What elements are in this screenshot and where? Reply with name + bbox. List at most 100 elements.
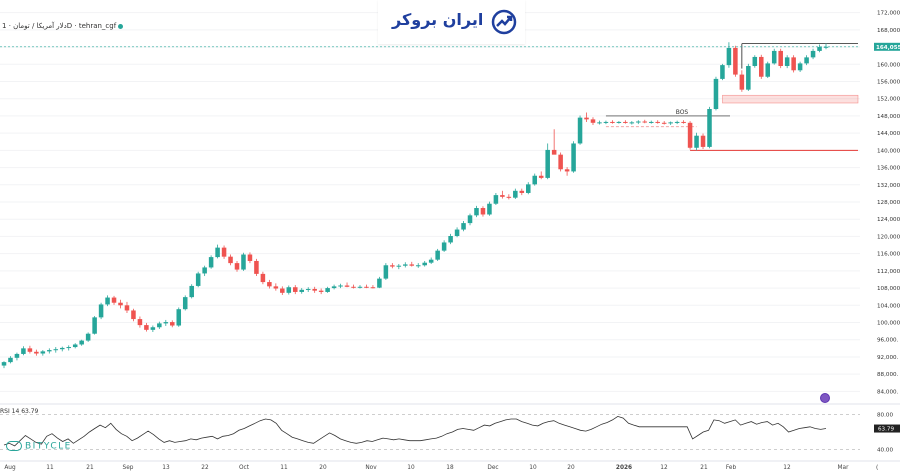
candle-body — [415, 265, 421, 267]
candle-body — [1, 362, 7, 366]
candle-body — [616, 121, 622, 123]
alert-badge-icon[interactable] — [820, 393, 830, 403]
brand-name: ایران بروکر — [392, 10, 484, 29]
candle-body — [545, 149, 550, 178]
candle-body — [118, 302, 123, 306]
candle-body — [267, 282, 272, 287]
candle-body — [47, 350, 52, 352]
candle-body — [791, 57, 796, 71]
last-price-value: 164,055 — [876, 45, 900, 51]
candle-body — [759, 56, 764, 77]
candle-body — [461, 223, 466, 230]
rsi-line — [3, 415, 827, 447]
candle-body — [163, 322, 169, 324]
rsi-value-text: 63.79 — [878, 427, 894, 433]
candle-body — [513, 190, 518, 198]
candle-body — [810, 50, 816, 58]
candle-body — [441, 242, 447, 251]
candle-body — [487, 203, 492, 215]
time-tick-label: 18 — [446, 465, 454, 471]
time-tick-label: 10 — [529, 465, 537, 471]
candle-body — [273, 286, 279, 289]
time-axis[interactable]: Aug 11 21 Sep 13 22 Oct 11 20 Nov 10 18 Dec 10 20 2026 1… — [0, 460, 900, 471]
candle-body — [344, 285, 350, 287]
candle-body — [286, 287, 292, 293]
candle-body — [603, 121, 609, 123]
candle-body — [53, 349, 59, 351]
market-status-dot — [118, 24, 123, 29]
price-axis[interactable]: 84,000. 88,000. 92,000. 96,000. 100,000. 104,… — [874, 11, 900, 396]
candle-body — [292, 287, 298, 292]
candle-body — [765, 63, 771, 77]
candle-body — [150, 327, 156, 330]
price-tick-label: 84,000. — [877, 389, 899, 395]
price-tick-label: 128,000. — [877, 200, 900, 206]
candle-body — [687, 122, 693, 148]
candle-body — [629, 122, 635, 124]
candle-body — [338, 285, 343, 287]
price-tick-label: 160,000. — [877, 62, 900, 68]
time-tick-label: Oct — [239, 465, 250, 471]
rsi-panel: 80.00 40.00 63.79 — [0, 403, 900, 453]
candle-body — [551, 149, 557, 155]
candle-body — [713, 78, 719, 110]
candle-body — [642, 121, 648, 123]
candle-body — [661, 122, 667, 124]
candle-body — [707, 109, 712, 147]
candle-body — [79, 340, 84, 345]
candle-body — [720, 65, 725, 79]
time-tick-label: Mar — [838, 465, 850, 471]
candle-body — [778, 50, 783, 66]
time-tick-label: 11 — [46, 465, 54, 471]
candle-body — [111, 297, 117, 303]
candle-body — [21, 348, 26, 354]
candle-body — [648, 121, 654, 123]
candle-body — [59, 347, 65, 350]
candle-body — [474, 208, 479, 216]
candle-body — [655, 121, 660, 123]
price-tick-label: 120,000. — [877, 234, 900, 240]
rsi-indicator-label[interactable]: RSI 14 63.79 — [0, 408, 39, 415]
candle-body — [351, 286, 356, 288]
candle-body — [454, 229, 460, 237]
candle-body — [234, 263, 240, 270]
candle-body — [636, 121, 641, 123]
bitycle-logo-icon — [6, 441, 22, 451]
candle-body — [726, 47, 732, 66]
price-tick-label: 88,000. — [877, 372, 899, 378]
symbol-title[interactable]: دلار آمریکا / تومان · 1D · tehran_cgf — [2, 22, 117, 30]
price-tick-label: 140,000. — [877, 148, 900, 154]
candles-layer — [1, 42, 829, 369]
candle-body — [590, 119, 596, 123]
candle-body — [170, 322, 175, 326]
candle-body — [182, 297, 188, 310]
price-tick-label: 96,000. — [877, 338, 899, 344]
candle-body — [784, 57, 790, 66]
price-tick-label: 132,000. — [877, 183, 900, 189]
candle-body — [597, 122, 602, 124]
candle-body — [390, 265, 395, 267]
price-tick-label: 112,000. — [877, 269, 900, 275]
candle-body — [312, 288, 317, 291]
price-tick-label: 124,000. — [877, 217, 900, 223]
candle-body — [500, 195, 505, 197]
candle-body — [694, 135, 699, 148]
time-tick-label: 13 — [162, 465, 170, 471]
candle-body — [584, 117, 589, 120]
candle-body — [771, 50, 777, 64]
candle-body — [623, 121, 628, 123]
time-tick-label: 11 — [280, 465, 288, 471]
candle-body — [202, 267, 207, 274]
candle-body — [325, 288, 330, 292]
last-price-tag — [874, 42, 900, 51]
price-tick-label: 168,000. — [877, 28, 900, 34]
candle-body — [144, 325, 149, 330]
candle-body — [98, 304, 104, 318]
time-tick-label: 20 — [567, 465, 575, 471]
candle-body — [208, 257, 214, 268]
candle-body — [254, 260, 259, 274]
candle-body — [247, 254, 253, 261]
candle-body — [370, 287, 376, 289]
candle-body — [558, 154, 563, 170]
